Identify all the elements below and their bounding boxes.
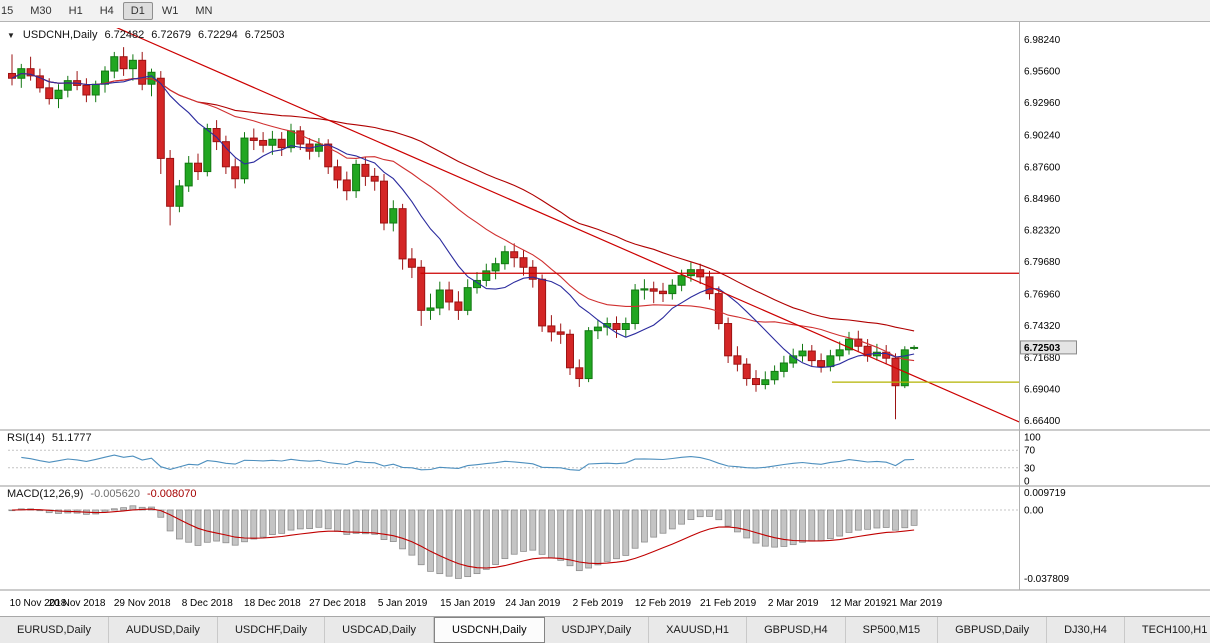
svg-text:29 Nov 2018: 29 Nov 2018 (114, 598, 171, 609)
chart-ohlc-header: ▼ USDCNH,Daily 6.72482 6.72679 6.72294 6… (7, 29, 285, 41)
macd-axis: 0.009719 0.00 -0.037809 (1024, 488, 1069, 585)
svg-text:6.90240: 6.90240 (1024, 131, 1061, 142)
svg-text:8 Dec 2018: 8 Dec 2018 (182, 598, 234, 609)
panel-separators (0, 22, 1210, 591)
svg-text:0.00: 0.00 (1024, 506, 1044, 517)
tab-usdjpy-daily[interactable]: USDJPY,Daily (545, 617, 650, 643)
tab-eurusd-daily[interactable]: EURUSD,Daily (0, 617, 109, 643)
ma-fast-line (11, 72, 915, 369)
tab-xauusd-h1[interactable]: XAUUSD,H1 (649, 617, 748, 643)
timeframe-button-15[interactable]: 15 (1, 4, 14, 17)
symbol-tabbar: EURUSD,Daily AUDUSD,Daily USDCHF,Daily USDC… (0, 616, 1210, 643)
svg-text:0: 0 (1024, 477, 1030, 488)
svg-text:12 Mar 2019: 12 Mar 2019 (830, 598, 887, 609)
rsi-header: RSI(14) 51.1777 (7, 432, 92, 444)
timeframe-toolbar: 15 M30 H1 H4 D1 W1 MN (0, 0, 1210, 22)
ma-mid-line (11, 72, 915, 362)
svg-text:100: 100 (1024, 433, 1041, 444)
chart-marker-icon[interactable]: ▼ (7, 30, 15, 40)
price-axis: 6.98240 6.95600 6.92960 6.90240 6.87600 6.849… (1024, 35, 1061, 427)
svg-text:6.84960: 6.84960 (1024, 194, 1061, 205)
svg-text:10 Nov 2018: 10 Nov 2018 (10, 598, 67, 609)
svg-text:12 Feb 2019: 12 Feb 2019 (635, 598, 692, 609)
chart-low-value: 6.72294 (198, 29, 238, 41)
rsi-line (21, 454, 915, 471)
svg-text:18 Dec 2018: 18 Dec 2018 (244, 598, 301, 609)
tab-gbpusd-daily[interactable]: GBPUSD,Daily (938, 617, 1048, 643)
chart-open-value: 6.72482 (104, 29, 145, 41)
tab-sp500-m15[interactable]: SP500,M15 (846, 617, 939, 643)
current-price-badge: 6.72503 (1020, 340, 1077, 355)
svg-text:2 Mar 2019: 2 Mar 2019 (768, 598, 819, 609)
svg-text:6.69040: 6.69040 (1024, 384, 1061, 395)
svg-text:30: 30 (1024, 463, 1036, 474)
macd-header: MACD(12,26,9) -0.005620 -0.008070 (7, 488, 197, 500)
rsi-value: 51.1777 (51, 432, 92, 444)
svg-text:2 Feb 2019: 2 Feb 2019 (573, 598, 624, 609)
svg-text:6.66400: 6.66400 (1024, 416, 1061, 427)
timeframe-button-w1[interactable]: W1 (161, 4, 179, 17)
svg-text:5 Jan 2019: 5 Jan 2019 (378, 598, 428, 609)
svg-text:0.009719: 0.009719 (1024, 488, 1066, 499)
tab-usdchf-daily[interactable]: USDCHF,Daily (218, 617, 326, 643)
tab-usdcad-daily[interactable]: USDCAD,Daily (325, 617, 435, 643)
timeframe-button-m30[interactable]: M30 (30, 4, 52, 17)
svg-text:6.79680: 6.79680 (1024, 257, 1061, 268)
svg-text:6.92960: 6.92960 (1024, 98, 1061, 109)
svg-text:20 Nov 2018: 20 Nov 2018 (49, 598, 106, 609)
tab-audusd-daily[interactable]: AUDUSD,Daily (109, 617, 218, 643)
svg-text:6.82320: 6.82320 (1024, 225, 1061, 236)
svg-text:6.72503: 6.72503 (1024, 343, 1061, 354)
macd-label: MACD(12,26,9) (7, 488, 84, 500)
svg-text:27 Dec 2018: 27 Dec 2018 (309, 598, 366, 609)
svg-text:6.87600: 6.87600 (1024, 162, 1061, 173)
svg-text:6.74320: 6.74320 (1024, 321, 1061, 332)
macd-main-value: -0.005620 (90, 488, 140, 500)
svg-text:24 Jan 2019: 24 Jan 2019 (505, 598, 560, 609)
rsi-axis: 100 70 30 0 (1024, 433, 1041, 488)
timeframe-button-mn[interactable]: MN (195, 4, 213, 17)
svg-text:15 Jan 2019: 15 Jan 2019 (440, 598, 495, 609)
tab-usdcnh-daily[interactable]: USDCNH,Daily (434, 617, 545, 643)
tab-tech100-h1[interactable]: TECH100,H1 (1125, 617, 1210, 643)
macd-signal-line (11, 508, 915, 569)
timeframe-button-d1[interactable]: D1 (122, 1, 153, 20)
chart-symbol-period: USDCNH,Daily (22, 29, 98, 41)
chart-close-value: 6.72503 (244, 29, 285, 41)
timeframe-button-h4[interactable]: H4 (99, 4, 114, 17)
chart-canvas[interactable]: 6.98240 6.95600 6.92960 6.90240 6.87600 6.849… (0, 22, 1210, 616)
svg-text:21 Mar 2019: 21 Mar 2019 (886, 598, 943, 609)
tab-dj30-h4[interactable]: DJ30,H4 (1047, 617, 1125, 643)
tab-gbpusd-h4[interactable]: GBPUSD,H4 (747, 617, 846, 643)
svg-text:6.76960: 6.76960 (1024, 290, 1061, 301)
candles-layer (8, 47, 919, 420)
descending-trendline[interactable] (112, 26, 1032, 428)
svg-text:70: 70 (1024, 446, 1036, 457)
timeframe-button-h1[interactable]: H1 (68, 4, 83, 17)
svg-text:6.95600: 6.95600 (1024, 67, 1061, 78)
macd-signal-value: -0.008070 (146, 488, 197, 500)
svg-text:6.71680: 6.71680 (1024, 353, 1061, 364)
macd-histogram (8, 505, 918, 579)
rsi-label: RSI(14) (7, 432, 45, 444)
svg-text:-0.037809: -0.037809 (1024, 574, 1069, 585)
svg-text:21 Feb 2019: 21 Feb 2019 (700, 598, 757, 609)
svg-text:6.98240: 6.98240 (1024, 35, 1061, 46)
chart-area: 6.98240 6.95600 6.92960 6.90240 6.87600 6.849… (0, 22, 1210, 616)
chart-high-value: 6.72679 (151, 29, 192, 41)
